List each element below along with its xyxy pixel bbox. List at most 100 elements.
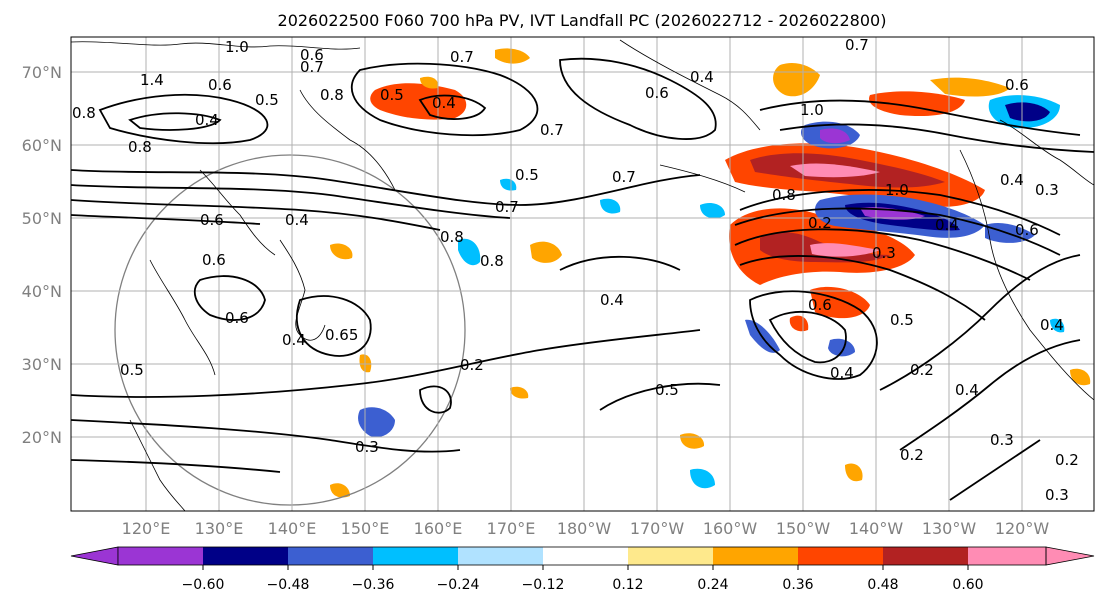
lon-label: 120°E	[122, 519, 171, 538]
contour-label: 0.3	[990, 431, 1014, 449]
contour-label: 1.4	[140, 71, 164, 89]
coastlines	[71, 39, 1094, 511]
colorbar-tick-label: 0.60	[952, 577, 983, 593]
colorbar-bin	[203, 547, 288, 565]
contour-label: 0.6	[225, 309, 249, 327]
contour-label: 0.4	[600, 291, 624, 309]
colorbar-bin	[968, 547, 1046, 565]
contour-label: 0.7	[845, 36, 869, 54]
contour-label: 0.4	[432, 94, 456, 112]
contour-label: 0.4	[1000, 171, 1024, 189]
colorbar-tick-label: 0.24	[697, 577, 728, 593]
contour-label: 0.65	[325, 326, 358, 344]
colorbar-tick-label: −0.60	[182, 577, 225, 593]
contour-label: 0.7	[450, 48, 474, 66]
lon-label: 130°E	[195, 519, 244, 538]
colorbar-bin	[373, 547, 458, 565]
colorbar-tick-label: −0.48	[267, 577, 310, 593]
colorbar-bin	[883, 547, 968, 565]
colorbar-tick-label: −0.24	[437, 577, 480, 593]
contour-label: 0.8	[320, 86, 344, 104]
lon-label: 160°E	[414, 519, 463, 538]
contour-label: 0.5	[255, 91, 279, 109]
contour-label: 0.5	[380, 86, 404, 104]
pv-contours	[71, 57, 1094, 501]
contour-label: 0.3	[1035, 181, 1059, 199]
latitude-labels: 70°N 60°N 50°N 40°N 30°N 20°N	[22, 63, 62, 447]
lon-label: 170°W	[630, 519, 685, 538]
contour-label: 0.6	[200, 211, 224, 229]
map-frame	[70, 36, 1095, 512]
contour-label: 1.0	[885, 181, 909, 199]
colorbar-tick-label: 0.36	[782, 577, 813, 593]
contour-label: 0.8	[128, 138, 152, 156]
contour-label: 0.4	[282, 331, 306, 349]
colorbar-bin	[458, 547, 543, 565]
contour-label: 0.2	[1055, 451, 1079, 469]
colorbar-tick-label: −0.12	[522, 577, 565, 593]
map-panel: 0.8 1.4 0.6 0.4 0.5 0.7 0.8 0.7 0.5 0.4 …	[70, 36, 1095, 512]
contour-label: 0.2	[808, 214, 832, 232]
contour-label: 0.5	[515, 166, 539, 184]
contour-label: 0.6	[645, 84, 669, 102]
colorbar-bin	[628, 547, 713, 565]
colorbar-extend-high	[1045, 546, 1095, 566]
colorbar-bin	[713, 547, 798, 565]
contour-label: 0.4	[935, 216, 959, 234]
contour-label: 0.4	[830, 364, 854, 382]
contour-label: 0.7	[300, 58, 324, 76]
contour-label: 0.4	[690, 68, 714, 86]
contour-label: 1.0	[800, 101, 824, 119]
contour-label: 0.6	[202, 251, 226, 269]
contour-label: 0.8	[772, 186, 796, 204]
lon-label: 180°W	[557, 519, 612, 538]
lon-label: 130°W	[922, 519, 977, 538]
gridlines	[71, 37, 1094, 511]
anomaly-negative-w-pacific	[358, 407, 395, 438]
contour-label: 0.6	[1005, 76, 1029, 94]
colorbar-bin	[288, 547, 373, 565]
lat-label: 50°N	[22, 209, 62, 228]
contour-label: 0.6	[300, 46, 324, 64]
lon-label: 120°W	[995, 519, 1050, 538]
contour-label: 0.2	[910, 361, 934, 379]
lon-label: 150°E	[341, 519, 390, 538]
colorbar-frame	[117, 546, 1047, 566]
contour-label: 0.4	[195, 111, 219, 129]
lat-label: 70°N	[22, 63, 62, 82]
contour-label: 0.4	[955, 381, 979, 399]
contour-label: 0.6	[808, 296, 832, 314]
colorbar-tick-label: 0.12	[612, 577, 643, 593]
lon-label: 160°W	[703, 519, 758, 538]
contour-label: 0.7	[612, 168, 636, 186]
colorbar-tick-label: −0.36	[352, 577, 395, 593]
contour-label: 0.7	[495, 198, 519, 216]
contour-label: 0.5	[890, 311, 914, 329]
lon-label: 170°E	[487, 519, 536, 538]
contour-label: 0.3	[1045, 486, 1069, 504]
contour-label: 0.8	[480, 252, 504, 270]
lat-label: 60°N	[22, 136, 62, 155]
shading-layer	[330, 48, 1091, 498]
contour-label: 0.3	[355, 438, 379, 456]
lon-label: 140°W	[849, 519, 904, 538]
contour-label: 0.5	[120, 361, 144, 379]
contour-label: 0.2	[460, 356, 484, 374]
contour-labels: 0.8 1.4 0.6 0.4 0.5 0.7 0.8 0.7 0.5 0.4 …	[72, 36, 1079, 504]
contour-label: 0.8	[440, 228, 464, 246]
contour-label: 1.0	[225, 38, 249, 56]
contour-label: 0.6	[1015, 221, 1039, 239]
lat-label: 40°N	[22, 282, 62, 301]
contour-label: 0.6	[208, 76, 232, 94]
longitude-labels: 120°E 130°E 140°E 150°E 160°E 170°E 180°…	[122, 519, 1050, 538]
colorbar-ticks	[202, 565, 969, 570]
contour-label: 0.8	[72, 104, 96, 122]
colorbar: −0.60 −0.48 −0.36 −0.24 −0.12 0.12 0.24 …	[70, 546, 1095, 593]
lon-label: 140°E	[268, 519, 317, 538]
plot-title: 2026022500 F060 700 hPa PV, IVT Landfall…	[278, 11, 887, 30]
colorbar-bin	[798, 547, 883, 565]
contour-label: 0.7	[540, 121, 564, 139]
contour-label: 0.4	[1040, 316, 1064, 334]
contour-label: 0.4	[285, 211, 309, 229]
